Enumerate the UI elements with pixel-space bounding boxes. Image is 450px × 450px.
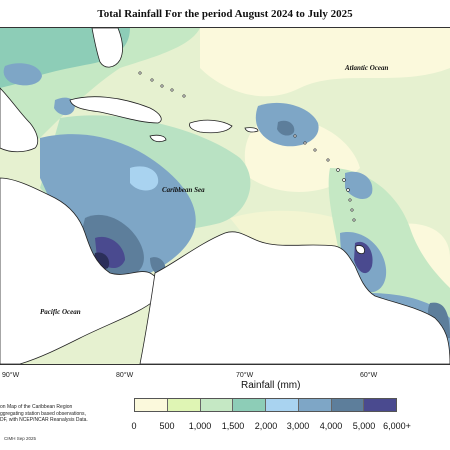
land-cuba bbox=[69, 96, 162, 124]
land-central-america bbox=[0, 177, 160, 364]
legend-swatch-6 bbox=[331, 399, 365, 411]
dry-zone-north bbox=[200, 28, 450, 97]
wet-zone-trinidad bbox=[345, 171, 373, 200]
legend-swatch-0 bbox=[135, 399, 168, 411]
legend-color-bar bbox=[134, 398, 397, 412]
lon-tick-60w: 60°W bbox=[360, 372, 378, 379]
land-trinidad bbox=[355, 245, 365, 254]
atlantic-ocean-label: Atlantic Ocean bbox=[345, 64, 389, 72]
land-jamaica bbox=[149, 134, 167, 143]
legend-label-0: 0 bbox=[131, 421, 137, 431]
wettest-zone-dominican-core bbox=[277, 120, 295, 136]
legend-label-3: 1,500 bbox=[221, 421, 245, 431]
legend-label-8: 6,000+ bbox=[383, 421, 411, 431]
map-credit: CIMH Sep 2025 bbox=[4, 436, 37, 441]
map-caption: on Map of the Caribbean Region ggregatin… bbox=[0, 404, 118, 424]
caption-line-1: on Map of the Caribbean Region bbox=[0, 404, 73, 410]
legend-swatch-4 bbox=[266, 399, 299, 411]
wet-zone-cuba bbox=[54, 97, 75, 116]
rainfall-map[interactable]: Atlantic Ocean Caribbean Sea Pacific Oce… bbox=[0, 27, 450, 365]
caption-line-2: ggregating station based observations, bbox=[0, 410, 86, 417]
legend-label-4: 2,000 bbox=[254, 421, 278, 431]
legend-label-5: 3,000 bbox=[286, 421, 310, 431]
legend-label-7: 5,000 bbox=[352, 421, 376, 431]
lesser-antilles bbox=[293, 134, 356, 222]
land-puerto-rico bbox=[244, 127, 259, 133]
legend-swatch-5 bbox=[298, 399, 332, 411]
legend-title: Rainfall (mm) bbox=[241, 380, 301, 391]
legend-swatch-7 bbox=[364, 399, 396, 411]
lon-tick-80w: 80°W bbox=[116, 372, 134, 379]
legend-label-1: 500 bbox=[159, 421, 175, 431]
wet-zone-yucatan bbox=[130, 166, 159, 191]
legend-label-6: 4,000 bbox=[319, 421, 343, 431]
land-florida bbox=[91, 28, 124, 68]
land-mexico bbox=[0, 87, 39, 153]
legend-label-2: 1,000 bbox=[188, 421, 212, 431]
map-title: Total Rainfall For the period August 202… bbox=[97, 8, 353, 20]
pacific-ocean-label: Pacific Ocean bbox=[40, 308, 81, 316]
map-canvas bbox=[0, 28, 450, 364]
land-hispaniola bbox=[189, 119, 233, 134]
bahamas-islands bbox=[138, 71, 186, 98]
lon-tick-70w: 70°W bbox=[236, 372, 254, 379]
caption-line-3: DF, with NCEP/NCAR Reanalysis Data. bbox=[0, 417, 88, 423]
legend-swatch-2 bbox=[200, 399, 234, 411]
caribbean-sea-label: Caribbean Sea bbox=[162, 186, 205, 194]
lon-tick-90w: 90°W bbox=[2, 372, 20, 379]
legend-swatch-3 bbox=[233, 399, 266, 411]
legend-swatch-1 bbox=[167, 399, 201, 411]
wet-zone-bahamas bbox=[3, 63, 42, 86]
